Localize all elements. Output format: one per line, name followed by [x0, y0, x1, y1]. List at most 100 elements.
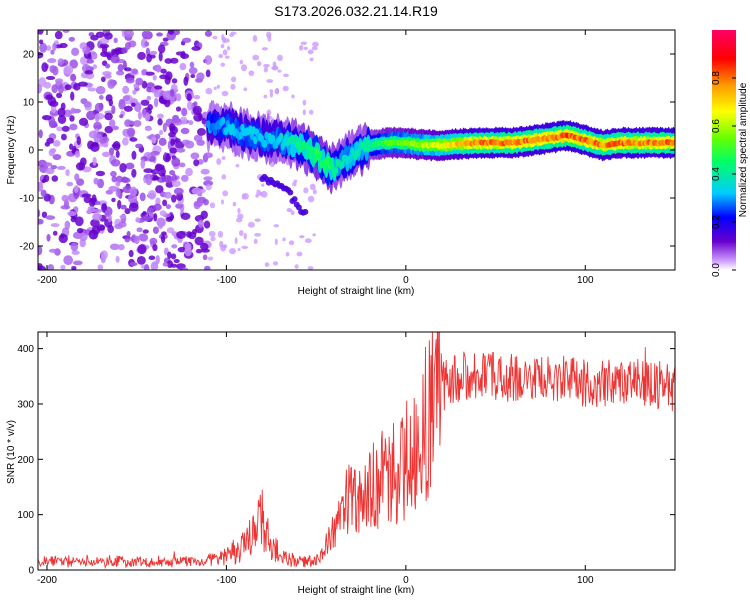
noise-blob [51, 84, 58, 94]
noise-blob [38, 181, 44, 192]
noise-blob [152, 74, 157, 81]
noise-blob [117, 243, 125, 251]
noise-blob [138, 233, 148, 242]
x-tick-label: -200 [37, 275, 57, 286]
noise-blob [61, 194, 69, 202]
noise-blob [123, 105, 133, 112]
y-tick-label: 100 [17, 510, 34, 521]
noise-blob [204, 55, 213, 65]
noise-blob [198, 112, 203, 121]
ridge-mark [317, 150, 323, 159]
noise-blob [57, 84, 64, 94]
noise-blob [256, 61, 262, 67]
noise-blob [45, 167, 55, 175]
noise-blob [224, 55, 230, 59]
noise-blob [261, 183, 265, 187]
noise-blob [150, 261, 159, 270]
noise-blob [194, 236, 204, 246]
noise-blob [40, 189, 47, 197]
noise-blob [63, 109, 72, 118]
noise-blob [151, 136, 157, 144]
noise-blob [88, 229, 99, 240]
noise-blob [137, 111, 142, 120]
noise-blob [95, 170, 106, 177]
noise-blob [103, 32, 113, 40]
noise-blob [201, 117, 207, 125]
noise-blob [100, 51, 109, 57]
noise-blob [273, 224, 280, 228]
noise-blob [188, 120, 194, 126]
noise-blob [193, 101, 198, 107]
noise-blob [131, 68, 138, 75]
noise-blob [235, 164, 240, 168]
noise-blob [204, 30, 213, 37]
ridge-mark [362, 143, 368, 152]
noise-blob [104, 74, 112, 79]
noise-blob [307, 49, 314, 55]
noise-blob [156, 113, 164, 119]
noise-blob [209, 202, 216, 209]
noise-blob [311, 46, 318, 51]
noise-blob [134, 235, 140, 245]
noise-blob [200, 242, 209, 251]
noise-blob [181, 107, 188, 117]
noise-blob [124, 30, 134, 38]
noise-blob [136, 227, 143, 233]
noise-blob [184, 247, 192, 257]
noise-blob [122, 137, 129, 146]
y-tick-label: 0 [28, 146, 34, 157]
noise-blob [100, 250, 108, 260]
noise-blob [95, 86, 106, 95]
noise-blob [128, 202, 139, 212]
noise-blob [150, 150, 160, 156]
noise-blob [171, 244, 178, 249]
noise-blob [203, 180, 214, 187]
y-tick-label: 10 [23, 98, 35, 109]
noise-blob [290, 210, 295, 216]
noise-blob [141, 71, 147, 76]
noise-blob [152, 226, 159, 234]
noise-blob [71, 250, 80, 255]
noise-blob [286, 208, 293, 213]
ridge-mark [340, 160, 345, 169]
noise-blob [69, 115, 75, 122]
noise-blob [126, 127, 136, 137]
noise-blob [139, 192, 146, 202]
noise-blob [117, 199, 122, 210]
noise-blob [263, 63, 270, 68]
noise-blob [149, 237, 158, 245]
noise-blob [175, 93, 182, 102]
noise-blob [108, 185, 118, 192]
noise-blob [274, 88, 280, 95]
noise-blob [94, 102, 104, 112]
colorbar-tick-label: 0.4 [711, 167, 722, 181]
noise-blob [171, 180, 181, 188]
ridge-mark [348, 154, 353, 163]
noise-blob [84, 70, 94, 75]
noise-blob [115, 181, 121, 187]
noise-blob [54, 30, 63, 40]
snr-y-ticks: 0 100 200 300 400 [17, 344, 675, 577]
noise-blob [266, 79, 274, 84]
noise-blob [154, 85, 163, 90]
noise-blob [38, 265, 47, 270]
noise-blob [126, 120, 135, 126]
noise-blob [170, 138, 176, 147]
noise-blob [148, 255, 156, 260]
y-tick-label: -10 [20, 194, 35, 205]
noise-blob [218, 53, 224, 59]
noise-blob [193, 159, 200, 167]
noise-blob [115, 150, 120, 158]
noise-blob [105, 94, 113, 102]
noise-blob [86, 58, 94, 64]
noise-blob [56, 92, 63, 99]
noise-blob [152, 243, 158, 252]
noise-blob [183, 76, 189, 86]
noise-blob [248, 70, 255, 76]
noise-blob [170, 263, 178, 268]
noise-blob [114, 223, 123, 230]
noise-blob [175, 203, 183, 209]
noise-blob [101, 151, 111, 158]
noise-blob [155, 197, 161, 206]
noise-blob [124, 41, 131, 50]
